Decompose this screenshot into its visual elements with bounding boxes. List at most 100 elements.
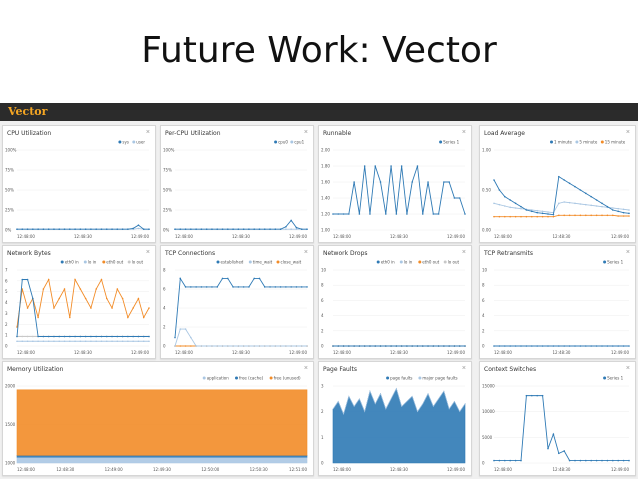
data-point: [514, 345, 517, 347]
data-point: [443, 181, 445, 183]
data-point: [205, 228, 208, 230]
x-tick-label: 12:49:00: [447, 350, 465, 355]
close-icon[interactable]: ×: [461, 365, 466, 372]
data-point: [90, 228, 92, 230]
data-point: [84, 335, 87, 338]
data-point: [369, 213, 371, 215]
close-icon[interactable]: ×: [461, 129, 466, 136]
data-point: [221, 228, 224, 230]
data-point: [536, 215, 538, 218]
data-point: [411, 181, 413, 183]
data-point: [448, 181, 450, 183]
panel-network-drops: Network Drops × lo out eth0 out lo in eth0 in…: [318, 245, 472, 359]
data-point: [290, 228, 292, 230]
data-point: [574, 345, 576, 347]
data-point: [427, 181, 429, 183]
data-point: [520, 215, 522, 218]
data-point: [211, 345, 213, 347]
data-point: [253, 228, 255, 230]
close-icon[interactable]: ×: [625, 365, 630, 372]
data-point: [58, 228, 61, 230]
data-point: [290, 286, 292, 288]
x-tick-label: 12:48:30: [232, 350, 250, 355]
close-icon[interactable]: ×: [625, 249, 630, 256]
app-header-bar: Vector: [0, 103, 638, 121]
close-icon[interactable]: ×: [625, 129, 630, 136]
data-point: [95, 228, 97, 230]
data-point: [26, 278, 29, 281]
data-point: [493, 459, 495, 462]
data-point: [37, 228, 39, 230]
x-tick-label: 12:48:30: [553, 234, 571, 239]
y-tick-label: 6: [5, 278, 8, 283]
y-tick-label: 3: [321, 384, 324, 389]
y-tick-label: 1.00: [321, 228, 330, 233]
data-point: [179, 228, 182, 230]
series-area: [16, 456, 308, 464]
data-point: [579, 459, 582, 462]
data-point: [69, 228, 71, 230]
data-point: [358, 213, 361, 215]
panel-context-switches: Context Switches × Series 1 15000 10000 5000 0…: [479, 361, 636, 476]
data-point: [552, 433, 555, 435]
data-point: [253, 345, 255, 347]
legend-swatch: [83, 260, 87, 264]
close-icon[interactable]: ×: [461, 249, 466, 256]
y-tick-label: 8: [482, 283, 485, 288]
x-tick-label: 12:49:00: [131, 234, 149, 239]
legend-swatch: [269, 376, 273, 380]
data-point: [612, 209, 614, 211]
data-point: [105, 228, 108, 230]
close-icon[interactable]: ×: [303, 365, 308, 372]
data-point: [558, 202, 560, 205]
data-point: [221, 345, 224, 347]
data-point: [42, 288, 45, 290]
data-point: [42, 340, 45, 343]
legend-label: eth0 out: [422, 260, 439, 265]
data-point: [90, 335, 92, 338]
close-icon[interactable]: ×: [303, 129, 308, 136]
series-line: [494, 214, 629, 218]
data-point: [348, 345, 350, 347]
data-point: [443, 345, 445, 347]
data-point: [369, 345, 371, 347]
close-icon[interactable]: ×: [145, 249, 150, 256]
y-tick-label: 0: [482, 344, 485, 349]
data-point: [563, 450, 565, 452]
y-tick-label: 50%: [163, 188, 172, 193]
chart: major page faults page faults 3 2 1 0 12:48:00…: [321, 376, 465, 473]
y-tick-label: 1.60: [321, 180, 330, 185]
legend-label: free (cache): [239, 376, 264, 381]
data-point: [606, 214, 609, 217]
data-point: [26, 340, 29, 343]
data-point: [498, 459, 501, 462]
data-point: [74, 340, 76, 343]
x-tick-label: 12:50:30: [250, 467, 268, 472]
x-tick-label: 12:48:30: [74, 350, 92, 355]
data-point: [232, 345, 234, 347]
panel-title: Context Switches: [484, 366, 537, 373]
data-point: [79, 288, 82, 290]
data-point: [453, 345, 456, 347]
data-point: [74, 278, 76, 281]
x-tick-label: 12:49:30: [153, 467, 171, 472]
data-point: [137, 340, 140, 343]
data-point: [432, 345, 435, 347]
data-point: [332, 213, 334, 215]
data-point: [541, 215, 544, 218]
close-icon[interactable]: ×: [145, 129, 150, 136]
app-title[interactable]: Vector: [8, 105, 48, 118]
legend-swatch: [575, 140, 579, 144]
data-point: [285, 228, 287, 230]
data-point: [21, 340, 24, 343]
close-icon[interactable]: ×: [303, 249, 308, 256]
data-point: [337, 213, 340, 215]
data-point: [205, 286, 208, 288]
data-point: [21, 335, 24, 338]
data-point: [21, 228, 24, 230]
data-point: [379, 181, 382, 183]
data-point: [612, 459, 614, 462]
chart: user sys 100% 75% 50% 25% 0% 12:48:00 12:48:30 12…: [5, 140, 150, 239]
data-point: [585, 459, 587, 462]
y-tick-label: 2: [321, 328, 324, 333]
